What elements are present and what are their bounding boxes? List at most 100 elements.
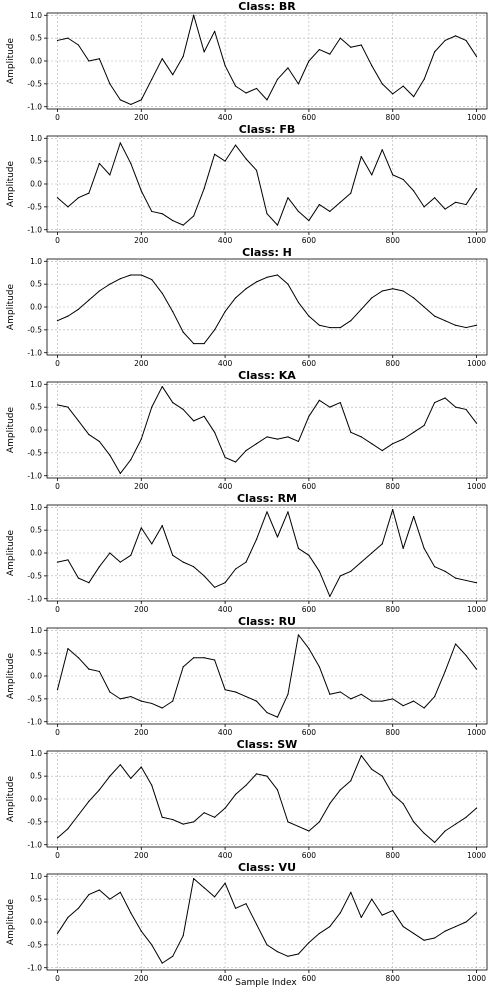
- data-point: [245, 158, 247, 160]
- data-point: [214, 30, 216, 32]
- data-point: [182, 561, 184, 563]
- data-point: [77, 420, 80, 422]
- data-point: [434, 315, 436, 317]
- data-point: [151, 278, 153, 281]
- data-point: [413, 297, 415, 299]
- data-point: [318, 821, 320, 823]
- data-point: [119, 891, 121, 893]
- data-point: [381, 83, 383, 85]
- data-point: [454, 201, 457, 203]
- data-point: [329, 595, 331, 598]
- data-point: [182, 55, 184, 58]
- x-tick-label: 0: [55, 974, 60, 983]
- data-point: [360, 44, 362, 46]
- data-point: [339, 37, 341, 39]
- x-tick-label: 400: [218, 728, 233, 737]
- data-point: [465, 39, 467, 42]
- y-tick-label: -0.5: [27, 202, 42, 211]
- data-point: [413, 700, 415, 702]
- data-point: [434, 695, 436, 698]
- data-point: [77, 814, 80, 816]
- y-tick-label: 0.5: [30, 772, 42, 781]
- data-point: [297, 301, 300, 304]
- data-point: [88, 299, 90, 301]
- data-point: [224, 689, 226, 691]
- data-point: [203, 51, 205, 53]
- data-point: [266, 276, 268, 278]
- data-point: [234, 461, 237, 463]
- data-point: [329, 693, 331, 695]
- data-point: [297, 440, 300, 443]
- data-point: [203, 342, 205, 345]
- data-point: [77, 577, 80, 579]
- data-point: [245, 784, 247, 786]
- data-point: [413, 932, 415, 935]
- data-point: [329, 210, 331, 213]
- data-point: [119, 99, 121, 101]
- y-tick-label: -1.0: [27, 963, 42, 972]
- y-tick-label: 1.0: [30, 11, 42, 20]
- panel-5: Class: RU 0 200 400 600 800 1000 -1.0 -0.5 0.0 0.5…: [6, 615, 488, 737]
- data-point: [203, 575, 205, 577]
- data-point: [88, 433, 90, 436]
- data-point: [56, 689, 59, 691]
- data-point: [423, 939, 425, 941]
- data-point: [56, 837, 59, 839]
- data-point: [465, 326, 467, 329]
- data-point: [287, 511, 289, 513]
- data-point: [308, 554, 310, 556]
- data-point: [287, 821, 289, 823]
- y-tick-label: -1.0: [27, 348, 42, 357]
- data-point: [161, 707, 163, 709]
- data-point: [454, 324, 457, 326]
- y-tick-label: 0.5: [30, 280, 42, 289]
- data-point: [77, 657, 80, 659]
- data-point: [350, 320, 352, 322]
- data-point: [130, 162, 132, 165]
- data-point: [413, 190, 415, 192]
- x-tick-label: 600: [302, 851, 317, 860]
- data-point: [276, 78, 279, 80]
- data-point: [360, 693, 362, 695]
- data-point: [119, 278, 121, 280]
- data-point: [465, 408, 467, 411]
- data-point: [423, 78, 425, 80]
- x-tick-label: 800: [386, 359, 401, 368]
- data-point: [475, 668, 478, 670]
- data-point: [475, 187, 478, 190]
- data-point: [161, 385, 163, 388]
- panel-title: Class: RU: [238, 615, 296, 628]
- data-point: [130, 554, 132, 556]
- data-point: [350, 891, 352, 893]
- data-point: [454, 823, 457, 825]
- data-point: [234, 793, 237, 796]
- x-tick-label: 600: [302, 482, 317, 491]
- data-point: [67, 315, 69, 317]
- panel-title: Class: H: [242, 246, 292, 259]
- data-point: [193, 821, 195, 823]
- data-point: [88, 668, 90, 670]
- data-point: [182, 224, 184, 226]
- data-point: [454, 925, 457, 928]
- data-point: [67, 647, 69, 650]
- data-point: [67, 916, 69, 919]
- x-tick-label: 1000: [467, 113, 486, 122]
- data-point: [255, 773, 258, 775]
- data-point: [203, 812, 205, 814]
- x-tick-label: 800: [386, 236, 401, 245]
- y-axis-label: Amplitude: [6, 529, 16, 576]
- x-tick-label: 400: [218, 851, 233, 860]
- data-point: [109, 775, 111, 777]
- data-point: [98, 58, 100, 60]
- data-point: [297, 83, 300, 85]
- x-tick-label: 400: [218, 974, 233, 983]
- data-point: [423, 206, 425, 208]
- data-point: [444, 930, 446, 932]
- data-point: [88, 800, 90, 802]
- data-point: [88, 582, 90, 584]
- data-point: [98, 566, 100, 568]
- x-tick-label: 0: [55, 236, 60, 245]
- data-point: [266, 711, 268, 714]
- data-point: [255, 700, 258, 702]
- data-point: [119, 472, 121, 475]
